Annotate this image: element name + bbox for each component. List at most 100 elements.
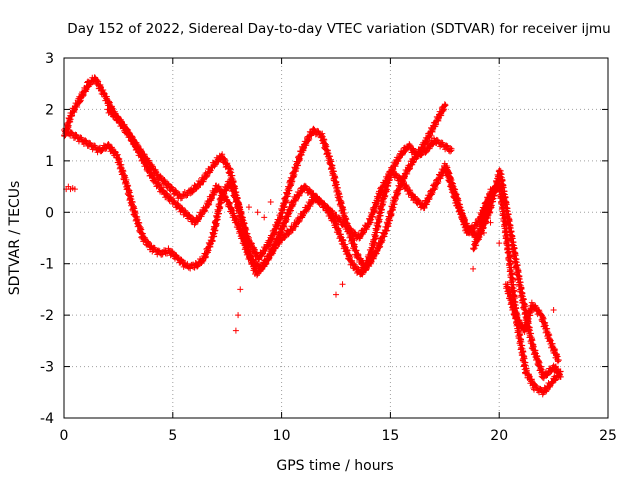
data-point (439, 139, 446, 146)
data-point (251, 246, 258, 253)
data-point (311, 126, 318, 133)
data-point (540, 375, 547, 382)
data-point (152, 168, 159, 175)
data-point (367, 217, 374, 224)
data-point (448, 147, 455, 154)
data-point (525, 372, 532, 379)
data-point (531, 349, 538, 356)
data-point (528, 299, 535, 306)
data-point (175, 201, 182, 208)
y-tick-label: -2 (40, 308, 54, 324)
data-point (487, 219, 494, 226)
data-point (160, 187, 167, 194)
y-axis-label: SDTVAR / TECUs (7, 181, 23, 296)
data-point (195, 216, 202, 223)
data-point (296, 155, 303, 162)
data-point (289, 227, 296, 234)
data-point (333, 211, 339, 218)
data-point (300, 145, 307, 152)
data-point (554, 358, 561, 365)
data-point (224, 161, 231, 168)
x-axis: 0 5 10 15 20 25 (60, 58, 617, 444)
data-point (270, 229, 277, 236)
data-point (210, 189, 217, 196)
plot-frame (63, 57, 609, 419)
data-point (227, 180, 234, 187)
data-point (68, 129, 75, 136)
y-tick-label: -4 (40, 411, 54, 427)
data-point (421, 142, 428, 149)
data-point (137, 150, 144, 157)
data-point (223, 186, 230, 193)
data-point (524, 316, 531, 323)
data-point (532, 303, 539, 310)
data-point (400, 178, 407, 185)
data-point (314, 194, 321, 201)
data-point (237, 228, 244, 235)
data-point (126, 129, 133, 136)
series-track-f (502, 281, 562, 365)
data-point (335, 227, 342, 234)
data-point (435, 116, 442, 123)
data-point (193, 185, 200, 192)
data-point (303, 206, 310, 213)
data-point (98, 147, 105, 154)
data-point (194, 262, 201, 269)
data-point (278, 227, 285, 234)
data-point (555, 357, 562, 364)
data-point (541, 321, 548, 328)
chart-title: Day 152 of 2022, Sidereal Day-to-day VTE… (67, 21, 610, 37)
data-point (513, 313, 520, 320)
data-point (553, 353, 560, 360)
data-point (137, 226, 144, 233)
data-point (441, 101, 448, 108)
data-point (157, 173, 164, 180)
data-point (211, 162, 218, 169)
data-point (173, 188, 180, 195)
data-point (293, 196, 300, 203)
data-point (131, 209, 138, 216)
data-point (352, 262, 359, 269)
data-point (373, 248, 380, 255)
data-point (121, 123, 128, 130)
data-point (337, 233, 344, 240)
data-point (434, 178, 441, 185)
data-point (339, 237, 346, 244)
data-point (471, 229, 478, 236)
data-point (139, 230, 146, 237)
data-point (496, 240, 503, 247)
data-point (211, 190, 218, 197)
x-tick-label: 25 (599, 428, 617, 444)
data-point (92, 142, 99, 149)
data-point (161, 188, 168, 195)
data-point (187, 265, 194, 272)
data-point (423, 137, 430, 144)
data-point (179, 195, 186, 202)
data-point (236, 201, 243, 208)
data-point (370, 254, 377, 261)
data-point (235, 222, 242, 229)
data-point (546, 336, 553, 343)
y-tick-label: 2 (45, 102, 54, 118)
data-point (553, 364, 560, 371)
data-point (381, 231, 388, 238)
data-point (370, 206, 377, 213)
data-point (207, 241, 214, 248)
data-point (178, 257, 185, 264)
data-point (406, 142, 413, 149)
data-point (474, 235, 481, 242)
data-point (230, 212, 237, 219)
data-point (200, 257, 207, 264)
data-point (443, 165, 450, 172)
data-point (73, 131, 80, 138)
data-point (208, 195, 215, 202)
data-point (377, 191, 384, 198)
data-points (61, 74, 564, 398)
data-point (417, 148, 424, 155)
x-axis-label: GPS time / hours (276, 458, 393, 474)
data-point (324, 149, 331, 156)
data-point (537, 365, 544, 372)
data-point (133, 215, 140, 222)
data-point (254, 261, 261, 268)
